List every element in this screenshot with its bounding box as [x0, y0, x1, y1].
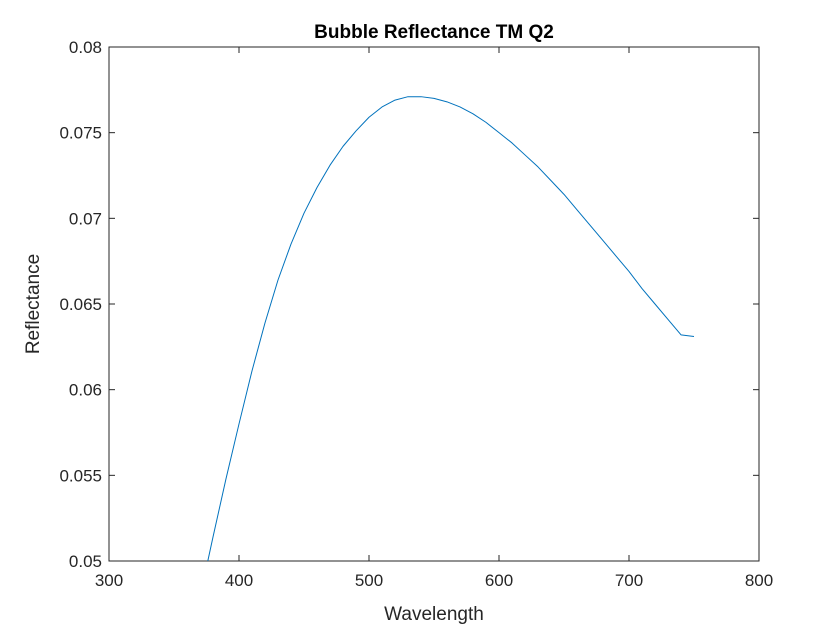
- plot-area: [108, 46, 760, 562]
- y-tick-label: 0.08: [69, 38, 102, 57]
- series-lines: [207, 96, 695, 562]
- y-tick-label: 0.075: [59, 124, 102, 143]
- y-tick-label: 0.065: [59, 295, 102, 314]
- x-tick-label: 300: [95, 571, 123, 590]
- y-tick-label: 0.055: [59, 466, 102, 485]
- x-tick-label: 800: [745, 571, 773, 590]
- axis-ticks: 300 400 500 600 700 800 0.05 0.055 0.06 0.065 0.07…: [59, 38, 773, 590]
- y-tick-label: 0.05: [69, 552, 102, 571]
- chart-title: Bubble Reflectance TM Q2: [314, 22, 554, 43]
- y-tick-label: 0.06: [69, 381, 102, 400]
- x-tick-label: 700: [615, 571, 643, 590]
- x-tick-label: 600: [485, 571, 513, 590]
- x-tick-label: 400: [225, 571, 253, 590]
- y-tick-label: 0.07: [69, 209, 102, 228]
- x-tick-label: 500: [355, 571, 383, 590]
- y-axis-label: Reflectance: [23, 254, 44, 354]
- series-line: [207, 96, 695, 562]
- x-axis-label: Wavelength: [384, 604, 484, 625]
